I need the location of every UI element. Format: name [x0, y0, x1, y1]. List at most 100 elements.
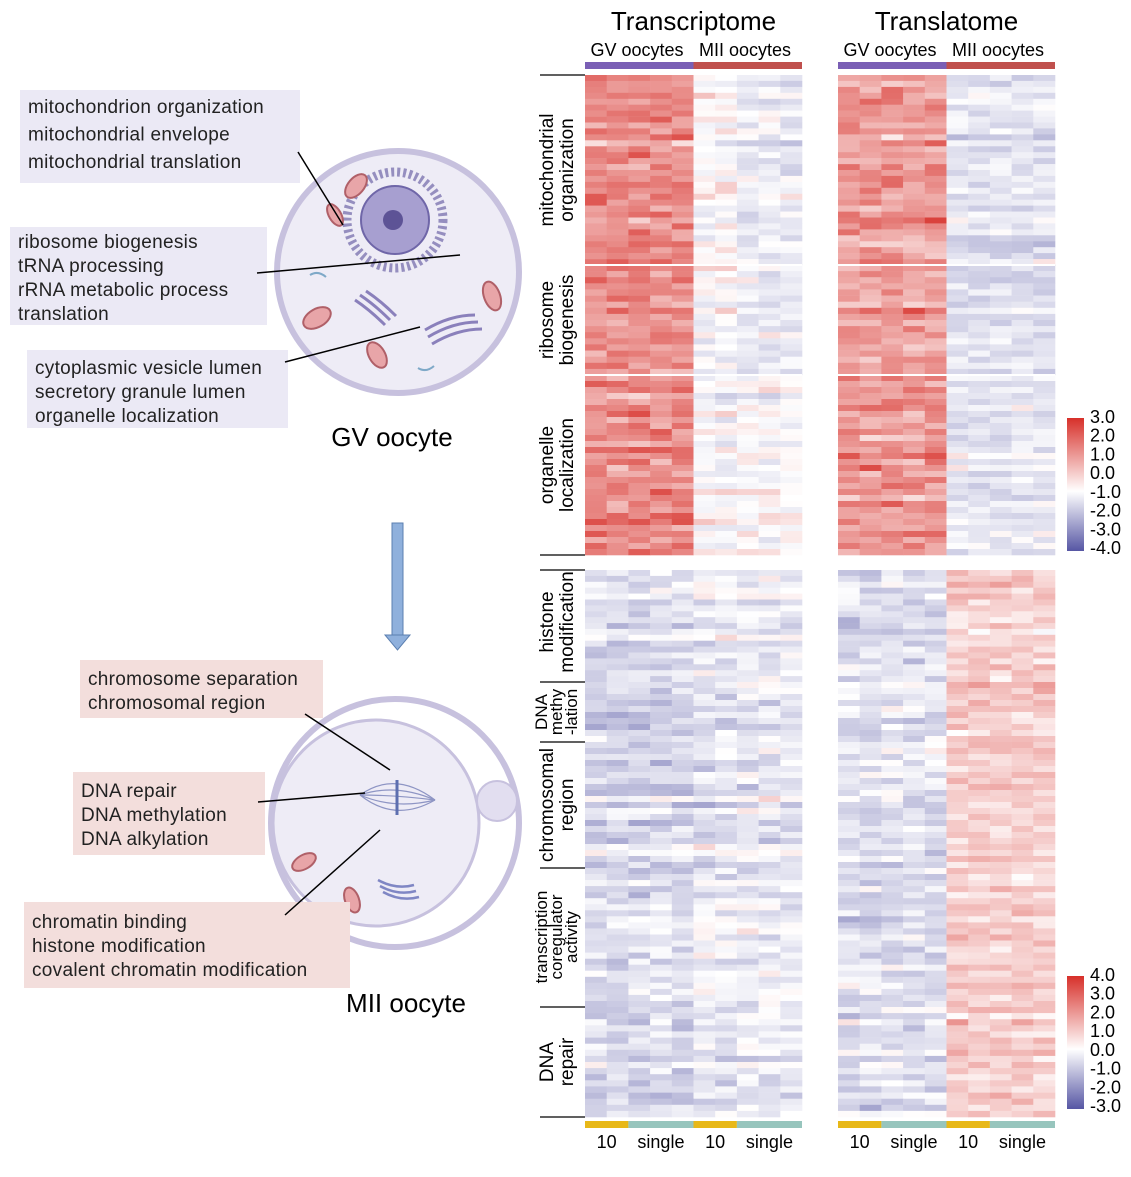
heatmap-cell	[693, 158, 716, 165]
heatmap-cell	[628, 724, 651, 731]
heatmap-cell	[924, 802, 947, 809]
heatmap-cell	[780, 904, 803, 911]
heatmap-cell	[881, 344, 904, 351]
heatmap-cell	[736, 1074, 759, 1081]
heatmap-cell	[881, 1055, 904, 1063]
heatmap-cell	[736, 754, 759, 761]
heatmap-cell	[903, 760, 926, 767]
heatmap-cell	[671, 368, 694, 376]
go-term-label: histone modification	[32, 936, 206, 957]
heatmap-cell	[946, 116, 969, 123]
heatmap-cell	[650, 98, 673, 105]
heatmap-cell	[924, 146, 947, 153]
heatmap-cell	[1033, 862, 1056, 869]
heatmap-cell	[758, 301, 781, 309]
heatmap-cell	[758, 217, 781, 224]
heatmap-cell	[606, 116, 629, 123]
heatmap-cell	[859, 790, 882, 797]
heatmap-cell	[736, 362, 759, 370]
heatmap-cell	[585, 862, 607, 869]
heatmap-cell	[968, 326, 991, 333]
heatmap-cell	[715, 387, 738, 394]
heatmap-cell	[671, 1110, 694, 1118]
heatmap-cell	[650, 441, 673, 448]
heatmap-cell	[989, 405, 1012, 412]
heatmap-cell	[650, 277, 673, 284]
heatmap-cell	[736, 164, 759, 171]
heatmap-cell	[881, 730, 904, 737]
heatmap-cell	[903, 856, 926, 863]
heatmap-cell	[946, 519, 969, 526]
heatmap-cell	[946, 814, 969, 821]
heatmap-cell	[758, 611, 781, 618]
heatmap-cell	[1011, 623, 1034, 630]
heatmap-cell	[780, 170, 803, 177]
heatmap-cell	[693, 1049, 716, 1057]
heatmap-cell	[989, 581, 1012, 588]
heatmap-cell	[736, 832, 759, 839]
heatmap-cell	[859, 381, 882, 388]
heatmap-cell	[671, 525, 694, 532]
heatmap-cell	[671, 271, 694, 278]
heatmap-cell	[628, 259, 651, 266]
heatmap-cell	[903, 356, 926, 364]
heatmap-cell	[924, 1025, 947, 1032]
heatmap-cell	[585, 628, 607, 636]
heatmap-cell	[859, 820, 882, 827]
heatmap-cell	[606, 599, 629, 606]
heatmap-cell	[758, 277, 781, 284]
heatmap-cell	[838, 1049, 860, 1057]
heatmap-cell	[736, 1068, 759, 1075]
heatmap-cell	[758, 537, 781, 544]
heatmap-cell	[968, 181, 991, 189]
heatmap-cell	[989, 617, 1012, 624]
heatmap-cell	[881, 1098, 904, 1106]
heatmap-cell	[968, 700, 991, 707]
heatmap-cell	[903, 122, 926, 129]
heatmap-cell	[606, 1110, 629, 1118]
heatmap-cell	[671, 646, 694, 653]
heatmap-cell	[715, 1080, 738, 1087]
heatmap-cell	[924, 453, 947, 460]
heatmap-cell	[924, 844, 947, 851]
heatmap-cell	[606, 796, 629, 803]
heatmap-cell	[859, 712, 882, 719]
heatmap-cell	[903, 1098, 926, 1106]
heatmap-cell	[859, 808, 882, 815]
heatmap-cell	[946, 808, 969, 815]
heatmap-cell	[1011, 104, 1034, 111]
heatmap-cell	[736, 152, 759, 159]
heatmap-cell	[650, 1110, 673, 1118]
heatmap-cell	[585, 646, 607, 653]
heatmap-cell	[671, 946, 694, 953]
heatmap-cell	[628, 1080, 651, 1087]
heatmap-cell	[780, 247, 803, 254]
heatmap-cell	[946, 146, 969, 153]
heatmap-cell	[1033, 295, 1056, 302]
heatmap-cell	[650, 784, 673, 791]
heatmap-cell	[946, 640, 969, 647]
heatmap-cell	[968, 892, 991, 899]
heatmap-cell	[1033, 362, 1056, 370]
heatmap-cell	[968, 399, 991, 406]
heatmap-cell	[903, 205, 926, 212]
heatmap-cell	[881, 453, 904, 460]
heatmap-cell	[585, 531, 607, 538]
heatmap-cell	[859, 134, 882, 141]
heatmap-cell	[903, 241, 926, 248]
heatmap-cell	[758, 706, 781, 713]
heatmap-cell	[924, 646, 947, 653]
heatmap-cell	[585, 350, 607, 357]
heatmap-cell	[628, 617, 651, 624]
heatmap-cell	[881, 910, 904, 917]
heatmap-cell	[989, 447, 1012, 454]
heatmap-cell	[946, 362, 969, 370]
heatmap-cell	[989, 1037, 1012, 1044]
heatmap-cell	[758, 1025, 781, 1032]
heatmap-cell	[1011, 495, 1034, 502]
heatmap-cell	[650, 507, 673, 514]
heatmap-cell	[780, 128, 803, 135]
heatmap-cell	[903, 754, 926, 761]
heatmap-cell	[838, 928, 860, 935]
heatmap-cell	[924, 223, 947, 230]
